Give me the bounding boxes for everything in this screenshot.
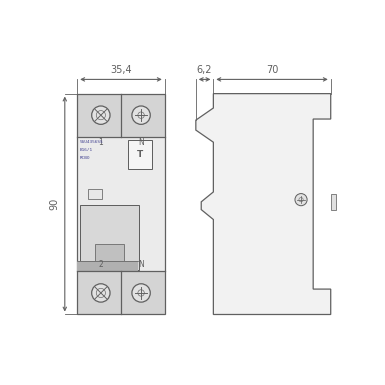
Text: RCBO: RCBO — [80, 156, 90, 160]
Text: N: N — [138, 138, 144, 147]
Circle shape — [132, 106, 150, 124]
Circle shape — [92, 106, 110, 124]
Text: B16/1: B16/1 — [80, 148, 93, 152]
Text: 5SU4356SS: 5SU4356SS — [80, 140, 103, 144]
Circle shape — [132, 284, 150, 302]
Text: 90: 90 — [49, 198, 59, 210]
Bar — [77, 94, 165, 315]
Text: 70: 70 — [266, 65, 278, 75]
Circle shape — [92, 284, 110, 302]
Text: 1: 1 — [99, 138, 103, 147]
Text: 6,2: 6,2 — [197, 65, 213, 75]
Bar — [88, 189, 102, 199]
Polygon shape — [196, 94, 331, 315]
Bar — [128, 140, 152, 169]
Bar — [77, 94, 165, 137]
Bar — [77, 261, 139, 271]
Circle shape — [295, 194, 307, 206]
Bar — [331, 194, 336, 209]
Text: N: N — [138, 260, 144, 269]
Text: T: T — [137, 150, 143, 159]
Bar — [77, 271, 165, 315]
Bar — [95, 244, 124, 267]
Text: 35,4: 35,4 — [110, 65, 132, 75]
Bar — [77, 94, 165, 315]
Text: 2: 2 — [99, 260, 103, 269]
Bar — [80, 205, 139, 270]
